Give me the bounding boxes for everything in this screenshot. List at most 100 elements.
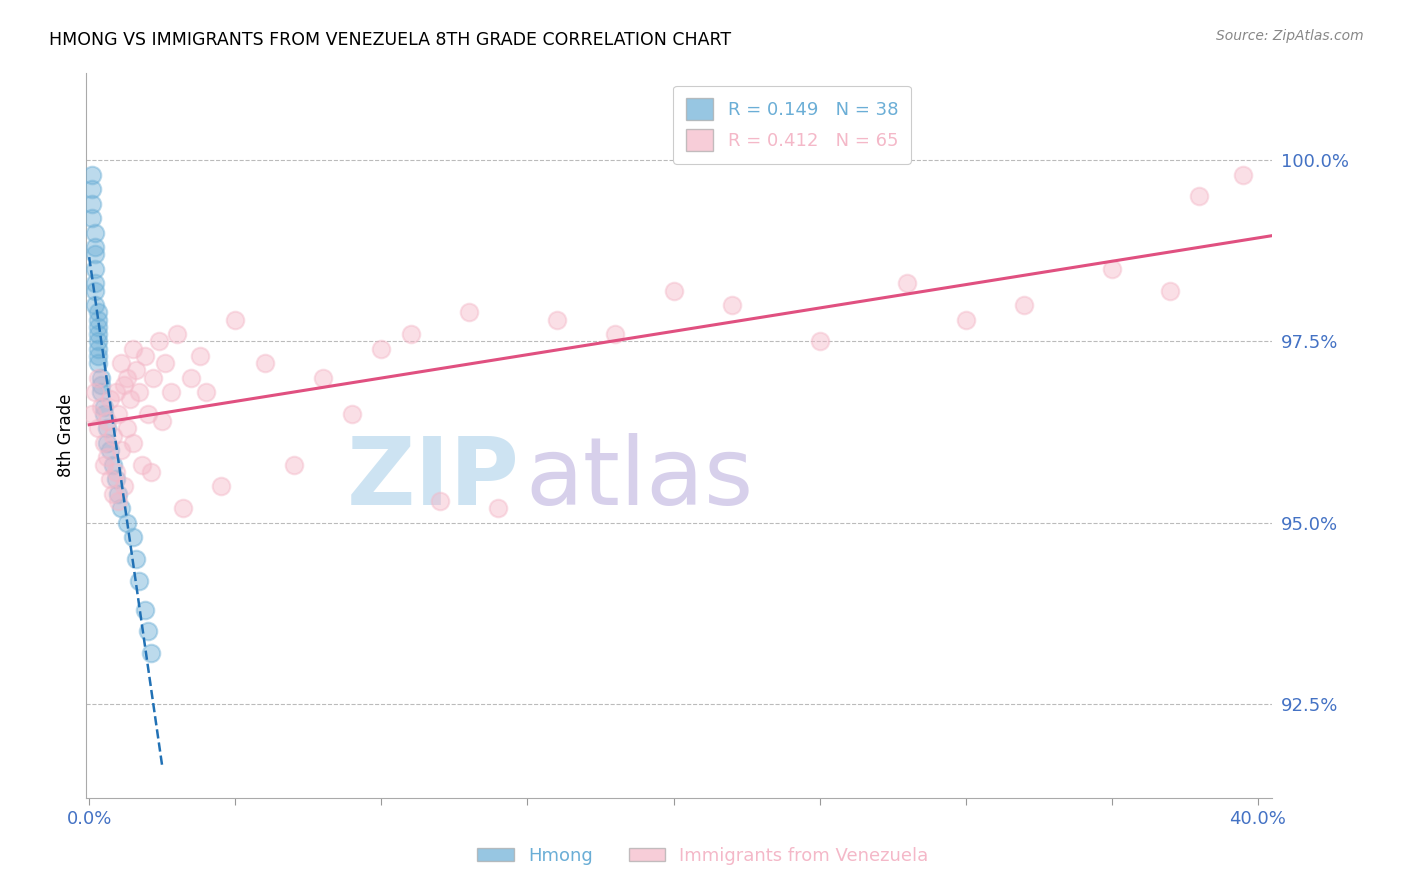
- Legend: Hmong, Immigrants from Venezuela: Hmong, Immigrants from Venezuela: [470, 840, 936, 872]
- Point: [131, 458, 153, 472]
- Point: [115, 421, 138, 435]
- Point: [896, 277, 918, 291]
- Point: [87, 319, 110, 334]
- Point: [96, 421, 118, 435]
- Point: [104, 465, 127, 479]
- Point: [1159, 284, 1181, 298]
- Point: [87, 370, 110, 384]
- Point: [136, 624, 159, 639]
- Point: [107, 407, 129, 421]
- Point: [721, 298, 744, 312]
- Point: [96, 414, 118, 428]
- Point: [955, 312, 977, 326]
- Point: [662, 284, 685, 298]
- Point: [128, 574, 150, 588]
- Point: [120, 392, 142, 407]
- Point: [122, 342, 145, 356]
- Point: [808, 334, 831, 349]
- Point: [172, 501, 194, 516]
- Point: [139, 646, 162, 660]
- Point: [96, 435, 118, 450]
- Point: [82, 211, 104, 225]
- Point: [180, 370, 202, 384]
- Point: [90, 370, 112, 384]
- Point: [87, 312, 110, 326]
- Point: [128, 385, 150, 400]
- Point: [87, 326, 110, 341]
- Point: [93, 400, 115, 414]
- Point: [160, 385, 183, 400]
- Point: [125, 363, 148, 377]
- Point: [101, 458, 124, 472]
- Point: [84, 247, 107, 261]
- Point: [82, 168, 104, 182]
- Legend: R = 0.149   N = 38, R = 0.412   N = 65: R = 0.149 N = 38, R = 0.412 N = 65: [673, 86, 911, 164]
- Text: HMONG VS IMMIGRANTS FROM VENEZUELA 8TH GRADE CORRELATION CHART: HMONG VS IMMIGRANTS FROM VENEZUELA 8TH G…: [49, 31, 731, 49]
- Point: [104, 385, 127, 400]
- Point: [370, 342, 392, 356]
- Point: [93, 435, 115, 450]
- Point: [153, 356, 176, 370]
- Point: [110, 501, 132, 516]
- Point: [122, 530, 145, 544]
- Point: [110, 443, 132, 458]
- Point: [84, 240, 107, 254]
- Point: [90, 385, 112, 400]
- Y-axis label: 8th Grade: 8th Grade: [58, 394, 75, 477]
- Point: [486, 501, 509, 516]
- Point: [112, 377, 135, 392]
- Point: [150, 414, 173, 428]
- Point: [1012, 298, 1035, 312]
- Point: [139, 465, 162, 479]
- Point: [82, 182, 104, 196]
- Point: [1188, 189, 1211, 203]
- Text: atlas: atlas: [526, 434, 754, 525]
- Point: [87, 305, 110, 319]
- Point: [98, 472, 121, 486]
- Point: [87, 356, 110, 370]
- Point: [82, 196, 104, 211]
- Text: ZIP: ZIP: [346, 434, 519, 525]
- Point: [224, 312, 246, 326]
- Point: [546, 312, 568, 326]
- Point: [87, 421, 110, 435]
- Point: [125, 551, 148, 566]
- Point: [603, 326, 626, 341]
- Point: [84, 226, 107, 240]
- Point: [134, 349, 156, 363]
- Point: [148, 334, 170, 349]
- Point: [283, 458, 305, 472]
- Point: [312, 370, 335, 384]
- Point: [253, 356, 276, 370]
- Point: [84, 284, 107, 298]
- Point: [90, 400, 112, 414]
- Text: Source: ZipAtlas.com: Source: ZipAtlas.com: [1216, 29, 1364, 43]
- Point: [107, 486, 129, 500]
- Point: [112, 479, 135, 493]
- Point: [82, 407, 104, 421]
- Point: [101, 428, 124, 442]
- Point: [84, 261, 107, 276]
- Point: [110, 356, 132, 370]
- Point: [195, 385, 218, 400]
- Point: [136, 407, 159, 421]
- Point: [98, 392, 121, 407]
- Point: [101, 486, 124, 500]
- Point: [87, 342, 110, 356]
- Point: [166, 326, 188, 341]
- Point: [399, 326, 422, 341]
- Point: [96, 450, 118, 465]
- Point: [93, 458, 115, 472]
- Point: [188, 349, 211, 363]
- Point: [429, 493, 451, 508]
- Point: [93, 407, 115, 421]
- Point: [115, 370, 138, 384]
- Point: [142, 370, 165, 384]
- Point: [134, 602, 156, 616]
- Point: [1232, 168, 1254, 182]
- Point: [87, 334, 110, 349]
- Point: [104, 472, 127, 486]
- Point: [84, 277, 107, 291]
- Point: [1101, 261, 1123, 276]
- Point: [98, 443, 121, 458]
